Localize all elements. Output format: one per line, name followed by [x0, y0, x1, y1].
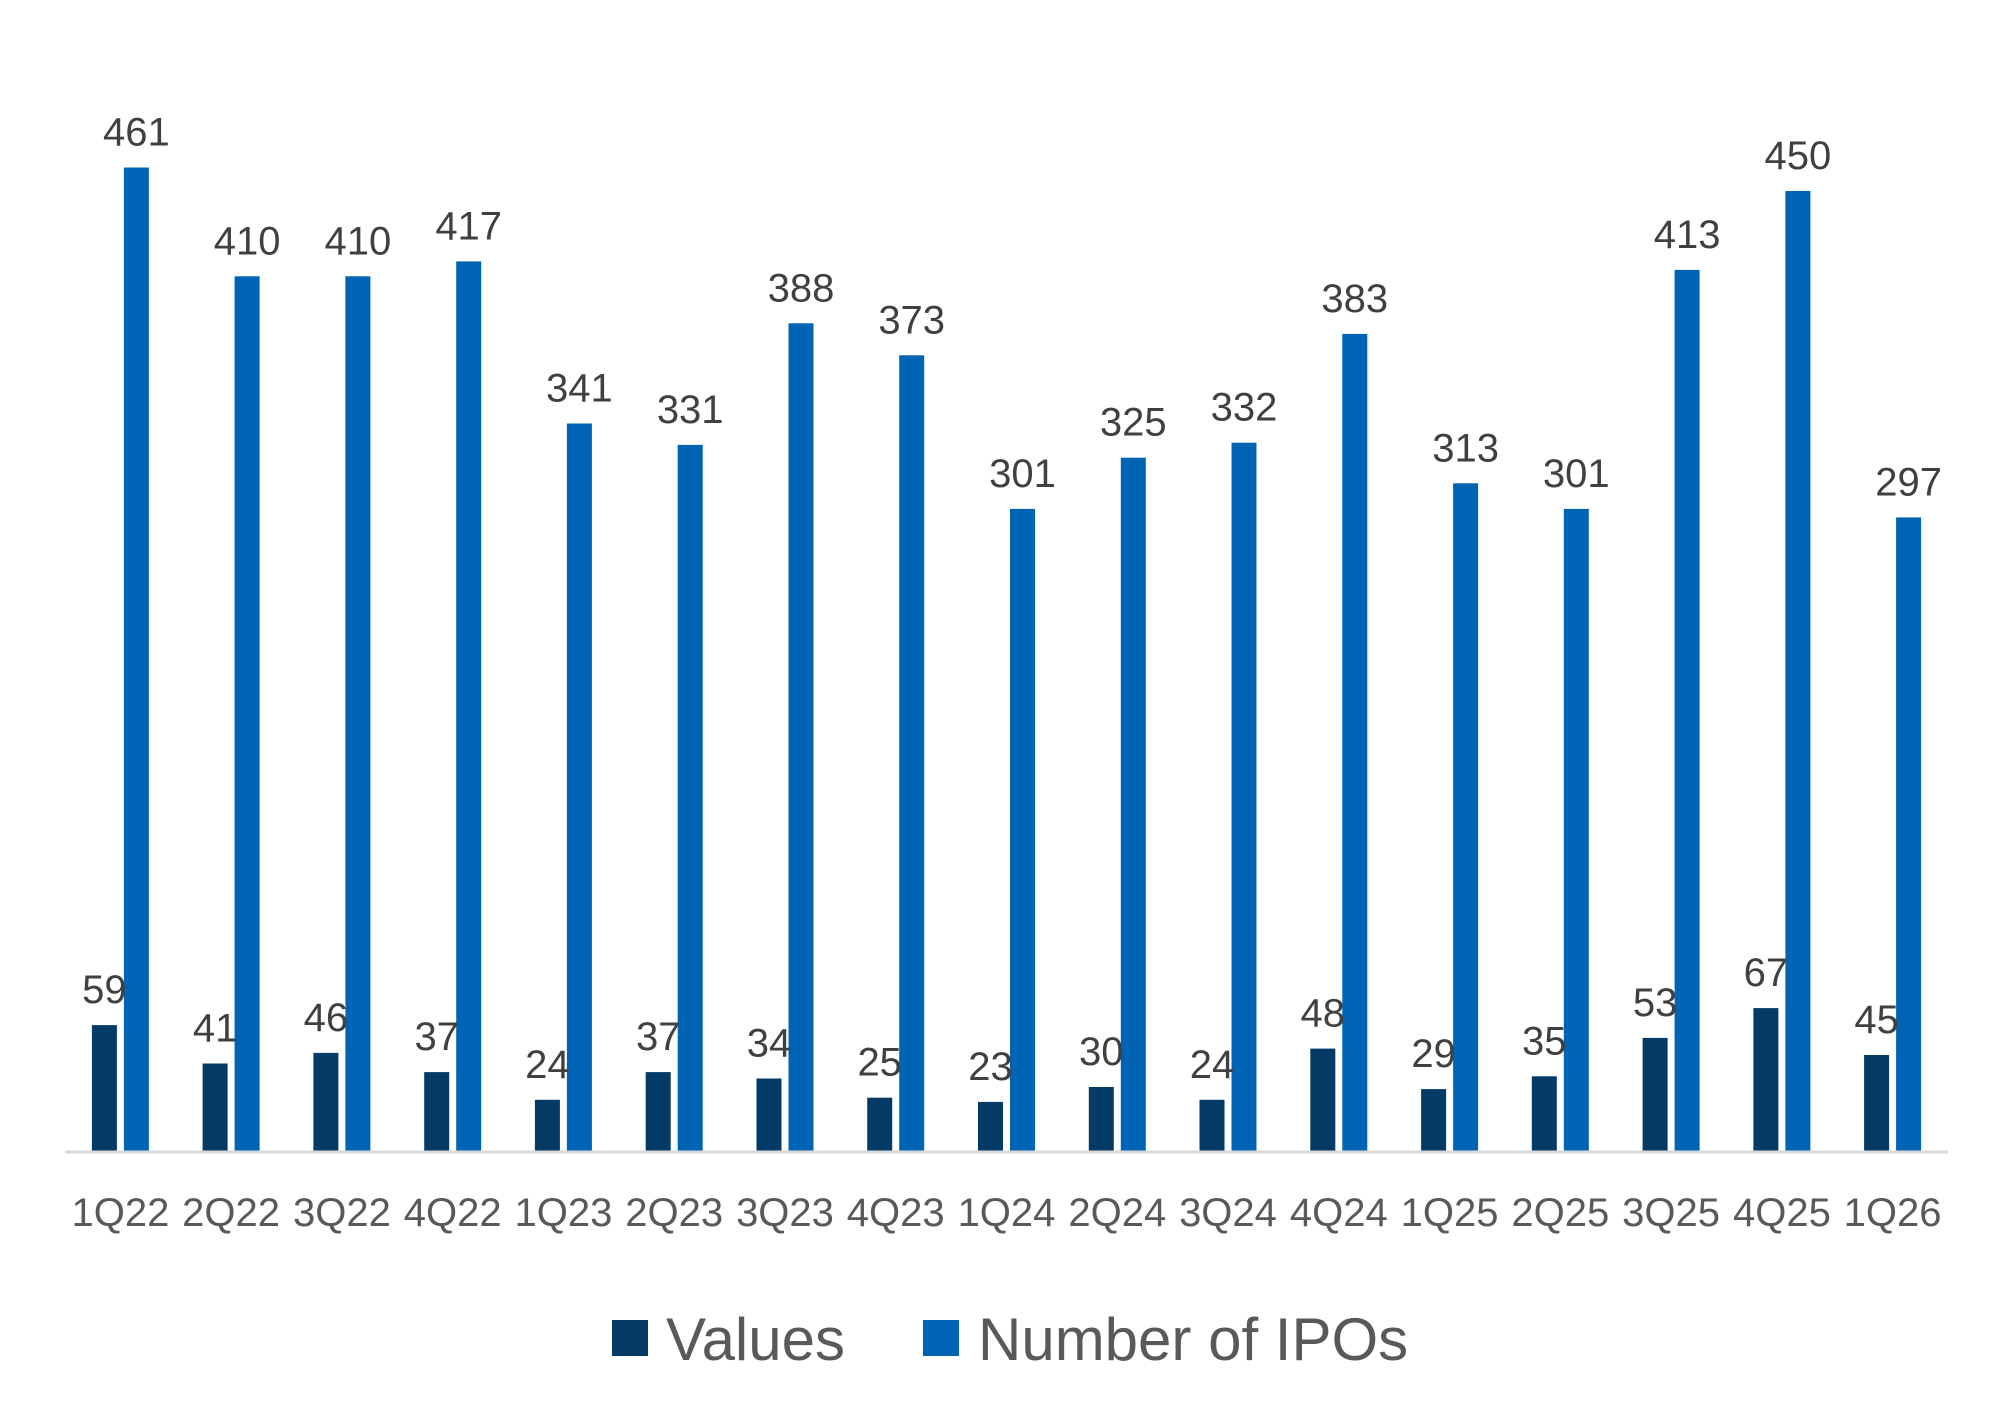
- ipo-count-bar-4q22: [456, 261, 482, 1151]
- ipo-count-data-label-2q23: 331: [657, 388, 724, 432]
- x-tick-label-4q22: 4Q22: [404, 1191, 502, 1235]
- values-data-label-3q25: 53: [1633, 981, 1678, 1025]
- values-data-label-2q25: 35: [1522, 1019, 1567, 1063]
- ipo-count-bar-2q25: [1563, 508, 1589, 1151]
- values-data-label-2q24: 30: [1079, 1030, 1124, 1074]
- x-tick-label-2q25: 2Q25: [1511, 1191, 1609, 1235]
- ipo-count-bar-3q25: [1674, 269, 1700, 1151]
- values-data-label-3q22: 46: [304, 996, 349, 1040]
- ipo-count-bar-1q22: [123, 167, 149, 1151]
- x-axis-tick-labels: 1Q22 2Q22 3Q22 4Q22 1Q23 2Q23 3Q23 4Q23 1Q24 2Q24…: [71, 1191, 1941, 1235]
- ipo-count-bar-2q22: [234, 276, 260, 1151]
- ipo-count-data-label-1q22: 461: [103, 111, 170, 155]
- x-tick-label-2q24: 2Q24: [1068, 1191, 1166, 1235]
- ipo-count-bar-3q23: [788, 323, 814, 1151]
- values-bar-2q22: [202, 1063, 228, 1151]
- ipo-count-bar-3q22: [345, 276, 371, 1151]
- values-bar-4q23: [867, 1097, 893, 1151]
- ipo-count-bar-1q25: [1453, 483, 1479, 1151]
- x-tick-label-1q25: 1Q25: [1401, 1191, 1499, 1235]
- values-data-label-3q24: 24: [1190, 1043, 1235, 1087]
- x-tick-label-3q22: 3Q22: [293, 1191, 391, 1235]
- values-data-label-4q22: 37: [414, 1015, 459, 1059]
- ipo-count-data-label-3q23: 388: [768, 266, 835, 310]
- values-bar-1q25: [1421, 1089, 1447, 1151]
- x-tick-label-1q22: 1Q22: [71, 1191, 169, 1235]
- values-data-label-1q24: 23: [968, 1045, 1013, 1089]
- values-bar-4q24: [1310, 1048, 1336, 1151]
- values-bar-4q25: [1753, 1008, 1779, 1151]
- values-bar-1q22: [91, 1025, 117, 1151]
- ipo-count-data-label-4q22: 417: [435, 204, 502, 248]
- legend-swatch-values: [612, 1320, 648, 1356]
- values-data-label-1q26: 45: [1854, 998, 1899, 1042]
- ipo-count-data-label-3q22: 410: [325, 219, 392, 263]
- values-bar-4q22: [424, 1072, 450, 1151]
- values-data-label-1q22: 59: [82, 968, 127, 1012]
- values-bar-3q25: [1642, 1037, 1668, 1151]
- ipo-count-data-label-2q25: 301: [1543, 452, 1610, 496]
- ipo-count-data-label-2q22: 410: [214, 219, 281, 263]
- x-tick-label-3q24: 3Q24: [1179, 1191, 1277, 1235]
- ipo-count-bar-1q24: [1010, 508, 1035, 1151]
- ipo-count-data-label-1q23: 341: [546, 367, 613, 411]
- ipo-count-data-label-3q24: 332: [1211, 386, 1278, 430]
- ipo-count-bar-3q24: [1231, 442, 1257, 1151]
- ipo-count-data-label-4q24: 383: [1321, 277, 1388, 321]
- ipo-count-data-label-4q23: 373: [878, 298, 945, 342]
- values-data-label-4q23: 25: [857, 1041, 902, 1085]
- ipo-count-bar-2q24: [1120, 457, 1146, 1151]
- x-tick-label-3q23: 3Q23: [736, 1191, 834, 1235]
- ipo-count-data-label-1q25: 313: [1432, 426, 1499, 470]
- ipo-count-data-label-1q26: 297: [1875, 460, 1942, 504]
- values-data-label-1q25: 29: [1411, 1032, 1456, 1076]
- values-bar-1q26: [1864, 1055, 1890, 1151]
- ipo-count-bar-2q23: [677, 444, 703, 1151]
- values-data-label-1q23: 24: [525, 1043, 570, 1087]
- values-data-label-4q24: 48: [1301, 992, 1346, 1036]
- x-tick-label-2q23: 2Q23: [625, 1191, 723, 1235]
- ipo-count-bar-4q23: [899, 355, 925, 1151]
- x-tick-label-1q26: 1Q26: [1844, 1191, 1942, 1235]
- values-data-label-2q23: 37: [636, 1015, 681, 1059]
- legend-label-values: Values: [666, 1306, 845, 1373]
- data-labels-group: 59 461 41 410 46 410 37 417 24 341 37 331 34 388 25 373…: [82, 111, 1942, 1089]
- x-tick-label-3q25: 3Q25: [1622, 1191, 1720, 1235]
- values-bar-1q23: [534, 1099, 560, 1151]
- legend: Values Number of IPOs: [612, 1306, 1408, 1373]
- values-bar-2q23: [645, 1072, 671, 1151]
- ipo-count-bar-4q25: [1785, 191, 1811, 1151]
- x-tick-label-4q24: 4Q24: [1290, 1191, 1388, 1235]
- ipo-count-data-label-2q24: 325: [1100, 401, 1167, 445]
- ipo-count-data-label-3q25: 413: [1654, 213, 1721, 257]
- ipo-count-bar-1q26: [1896, 517, 1922, 1151]
- ipo-count-bar-1q23: [566, 423, 592, 1151]
- ipo-count-data-label-1q24: 301: [989, 452, 1056, 496]
- values-bar-2q25: [1531, 1076, 1557, 1151]
- values-data-label-4q25: 67: [1744, 951, 1789, 995]
- x-tick-label-4q25: 4Q25: [1733, 1191, 1831, 1235]
- values-bar-2q24: [1088, 1087, 1114, 1151]
- values-bar-3q24: [1199, 1099, 1225, 1151]
- values-data-label-3q23: 34: [747, 1022, 792, 1066]
- values-bar-3q22: [313, 1052, 339, 1151]
- legend-swatch-number-of-ipos: [923, 1320, 959, 1356]
- values-bar-3q23: [756, 1078, 782, 1151]
- x-tick-label-2q22: 2Q22: [182, 1191, 280, 1235]
- legend-label-number-of-ipos: Number of IPOs: [978, 1306, 1408, 1373]
- ipo-count-data-label-4q25: 450: [1765, 134, 1832, 178]
- x-tick-label-1q23: 1Q23: [514, 1191, 612, 1235]
- bars-group: [91, 167, 1922, 1151]
- x-tick-label-1q24: 1Q24: [958, 1191, 1056, 1235]
- values-bar-1q24: [978, 1101, 1003, 1151]
- x-tick-label-4q23: 4Q23: [847, 1191, 945, 1235]
- ipo-count-bar-4q24: [1342, 333, 1368, 1151]
- values-data-label-2q22: 41: [193, 1007, 238, 1051]
